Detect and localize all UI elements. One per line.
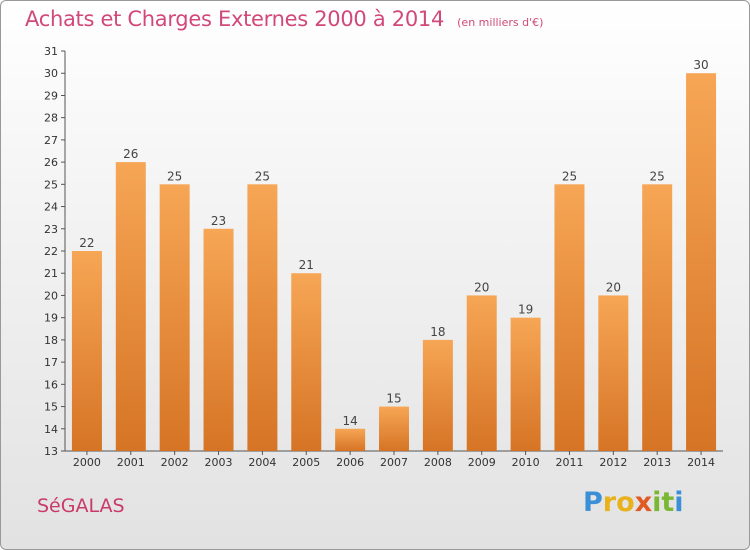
x-tick-label: 2005: [292, 456, 320, 469]
bar-2004: [247, 184, 278, 452]
data-labels: 22 26 25 23 25 21 14 15 18 20 19 25 20 25 30: [79, 58, 708, 428]
y-tick-label: 21: [44, 267, 58, 280]
x-tick-label: 2008: [424, 456, 452, 469]
proxiti-logo[interactable]: Proxiti: [583, 487, 684, 518]
bar-2001: [115, 162, 146, 451]
bar-2007: [379, 406, 409, 451]
y-tick-label: 19: [44, 312, 58, 325]
data-label-2012: 20: [606, 280, 621, 294]
bar-2010: [510, 317, 541, 451]
data-label-2006: 14: [342, 414, 357, 428]
y-tick-label: 28: [44, 112, 58, 125]
x-tick-label: 2001: [117, 456, 145, 469]
y-tick-label: 29: [44, 89, 58, 102]
logo-letter: i: [652, 487, 662, 518]
bars: [71, 73, 717, 452]
data-label-2000: 22: [79, 236, 94, 250]
bar-2006: [335, 428, 366, 451]
data-label-2010: 19: [518, 303, 533, 317]
bar-2011: [554, 184, 585, 452]
x-tick-label: 2011: [555, 456, 583, 469]
data-label-2005: 21: [299, 258, 314, 272]
data-label-2004: 25: [255, 169, 270, 183]
y-tick-label: 16: [44, 378, 58, 391]
y-tick-label: 13: [44, 445, 58, 458]
bar-2005: [291, 273, 322, 451]
y-tick-label: 15: [44, 401, 58, 414]
y-tick-label: 14: [44, 423, 58, 436]
bar-2012: [598, 295, 629, 451]
y-tick-label: 24: [44, 201, 58, 214]
chart-subtitle: (en milliers d'€): [457, 16, 544, 29]
data-label-2002: 25: [167, 169, 182, 183]
data-label-2001: 26: [123, 147, 138, 161]
y-tick-label: 22: [44, 245, 58, 258]
y-tick-label: 23: [44, 223, 58, 236]
axes: 13 14 15 16 17 18 19 20 21 22 23 24 25 26 27 28 29 30 31 20…: [44, 45, 723, 469]
data-label-2003: 23: [211, 214, 226, 228]
title-block: Achats et Charges Externes 2000 à 2014 (…: [25, 7, 543, 31]
bar-2014: [686, 73, 717, 451]
y-tick-label: 20: [44, 289, 58, 302]
y-tick-label: 25: [44, 178, 58, 191]
data-label-2008: 18: [430, 325, 445, 339]
bar-2009: [466, 295, 497, 451]
x-tick-label: 2006: [336, 456, 364, 469]
logo-letter: P: [583, 487, 603, 518]
y-tick-label: 17: [44, 356, 58, 369]
data-label-2013: 25: [650, 169, 665, 183]
bar-2003: [203, 228, 234, 451]
x-tick-label: 2000: [73, 456, 101, 469]
x-tick-label: 2010: [512, 456, 540, 469]
data-label-2009: 20: [474, 280, 489, 294]
logo-letter: t: [661, 487, 675, 518]
y-tick-label: 26: [44, 156, 58, 169]
bar-2008: [422, 339, 453, 451]
x-tick-label: 2009: [468, 456, 496, 469]
commune-name: SéGALAS: [37, 495, 125, 517]
y-tick-label: 18: [44, 334, 58, 347]
logo-letter: r: [602, 487, 617, 518]
bar-2002: [159, 184, 190, 452]
x-tick-label: 2012: [599, 456, 627, 469]
bar-2000: [71, 251, 102, 451]
x-tick-label: 2003: [205, 456, 233, 469]
logo-letter: o: [616, 487, 635, 518]
bar-2013: [642, 184, 673, 452]
y-tick-label: 27: [44, 134, 58, 147]
x-tick-label: 2004: [248, 456, 276, 469]
data-label-2014: 30: [693, 58, 708, 72]
logo-letter: x: [634, 487, 653, 518]
logo-letter: i: [674, 487, 684, 518]
y-tick-label: 30: [44, 67, 58, 80]
x-tick-label: 2007: [380, 456, 408, 469]
x-tick-label: 2013: [643, 456, 671, 469]
chart-title: Achats et Charges Externes 2000 à 2014: [25, 7, 445, 31]
x-tick-label: 2014: [687, 456, 715, 469]
x-tick-label: 2002: [161, 456, 189, 469]
y-tick-label: 31: [44, 45, 58, 58]
data-label-2007: 15: [386, 392, 401, 406]
data-label-2011: 25: [562, 169, 577, 183]
